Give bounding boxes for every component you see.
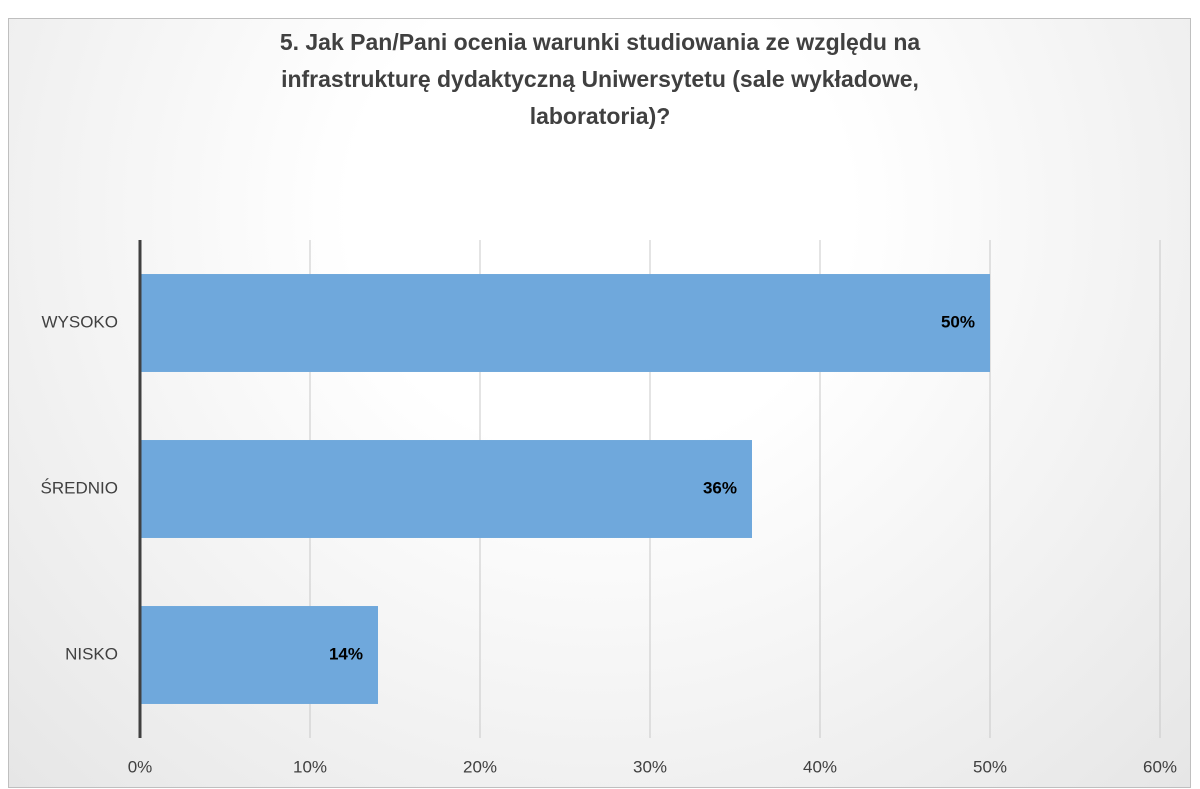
bar [140,606,378,704]
value-label: 36% [703,478,737,497]
value-label: 14% [329,644,363,663]
category-label: ŚREDNIO [41,478,118,497]
category-label: WYSOKO [41,312,118,331]
x-tick-label: 30% [633,757,667,776]
x-tick-label: 50% [973,757,1007,776]
x-tick-label: 0% [128,757,153,776]
value-label: 50% [941,312,975,331]
category-label: NISKO [65,644,118,663]
x-tick-label: 20% [463,757,497,776]
x-tick-label: 10% [293,757,327,776]
bar [140,274,990,372]
x-tick-label: 40% [803,757,837,776]
chart-title: 5. Jak Pan/Pani ocenia warunki studiowan… [279,29,921,129]
x-tick-label: 60% [1143,757,1177,776]
bar [140,440,752,538]
